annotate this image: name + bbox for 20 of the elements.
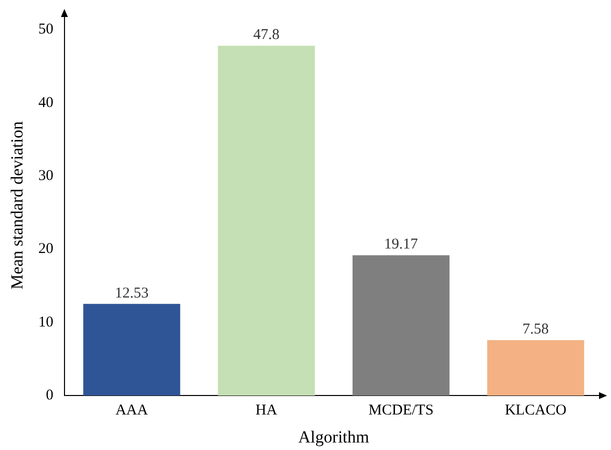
bar [218, 46, 315, 396]
y-tick-label: 0 [46, 388, 54, 404]
data-label: 7.58 [522, 322, 549, 338]
data-label: 19.17 [384, 236, 418, 253]
x-tick-label: HA [256, 402, 278, 419]
y-tick-label: 30 [38, 168, 54, 184]
y-tick-label: 40 [38, 94, 54, 111]
bar [352, 255, 450, 396]
data-label: 12.53 [114, 285, 149, 302]
x-tick-label: AAA [115, 402, 148, 419]
x-axis-title: Algorithm [298, 427, 370, 446]
x-tick-label: KLCACO [504, 402, 567, 419]
y-tick-label: 10 [38, 314, 54, 330]
bar [487, 340, 584, 396]
data-label: 47.8 [253, 27, 280, 44]
bar [83, 304, 180, 396]
x-tick-label: MCDE/TS [368, 402, 434, 419]
y-tick-label: 50 [38, 22, 54, 38]
y-axis-title: Mean standard deviation [8, 120, 27, 290]
y-tick-label: 20 [38, 241, 54, 258]
